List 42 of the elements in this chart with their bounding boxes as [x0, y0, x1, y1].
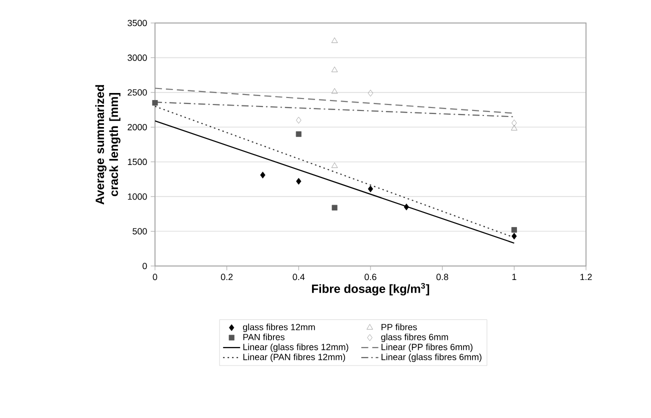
legend-label: Linear (glass fibres 12mm)	[243, 344, 348, 352]
point	[331, 66, 338, 72]
point	[296, 116, 302, 124]
point	[331, 88, 338, 94]
y-tick-label: 3000	[128, 54, 147, 61]
y-axis-title: Average summarized crack length [mm]	[95, 85, 120, 204]
y-tick-label: 1000	[128, 193, 147, 200]
point	[404, 204, 410, 210]
y-tick-label: 3500	[128, 20, 147, 26]
point	[331, 162, 338, 168]
x-tick-label: 1.2	[580, 274, 592, 280]
legend-label: glass fibres 12mm	[243, 324, 315, 332]
legend-label: PP fibres	[382, 324, 417, 330]
point	[368, 90, 374, 97]
point	[296, 178, 302, 185]
legend-label: PAN fibres	[243, 334, 284, 340]
legend-label: Linear (PAN fibres 12mm)	[243, 354, 346, 362]
point	[296, 131, 302, 137]
y-tick-label: 2000	[128, 124, 147, 130]
y-tick-label: 1500	[128, 158, 147, 166]
point	[368, 186, 374, 192]
point	[511, 124, 518, 130]
x-tick-label: 0.8	[436, 274, 448, 280]
x-tick-label: 0.6	[364, 274, 376, 280]
y-tick-label: 500	[132, 228, 147, 234]
y-tick-label: 2500	[128, 89, 147, 96]
x-tick-label: 0.4	[292, 274, 305, 280]
point	[512, 120, 517, 126]
legend-label: Linear (PP fibres 6mm)	[382, 344, 472, 352]
legend-label: Linear (glass fibres 6mm)	[382, 354, 482, 362]
x-tick-label: 1	[512, 274, 516, 280]
point	[152, 100, 158, 106]
point	[512, 232, 517, 240]
legend-label: glass fibres 6mm	[381, 334, 448, 342]
point	[332, 204, 338, 210]
y-tick-label: 0	[142, 262, 147, 270]
point	[511, 227, 517, 233]
x-tick-label: 0	[152, 274, 158, 280]
point	[331, 37, 338, 43]
x-axis-title: Fibre dosage [kg/m$^{3}$]	[312, 282, 430, 296]
x-tick-label: 0.2	[220, 274, 233, 280]
point	[260, 172, 266, 178]
